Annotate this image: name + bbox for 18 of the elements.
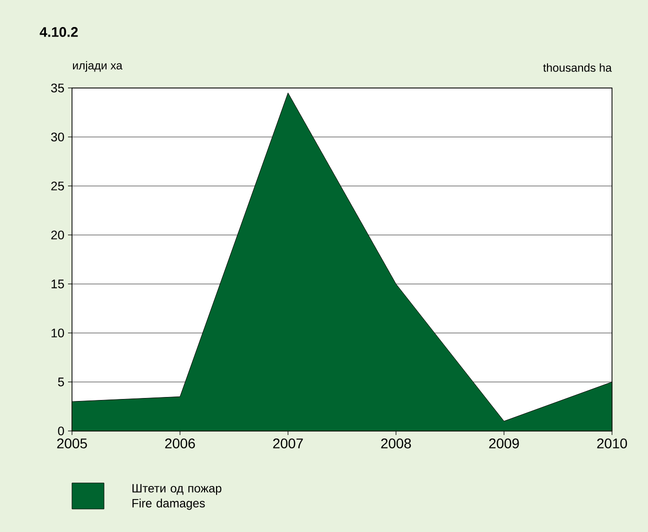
y-tick-label: 0 — [58, 426, 64, 436]
y-tick-label: 30 — [51, 132, 64, 142]
text: илјади ха — [73, 61, 122, 72]
y-tick-label: 5 — [58, 378, 64, 386]
legend-label: Штети од пожар Fire damages — [132, 484, 222, 510]
x-tick-label: 2006 — [165, 438, 195, 448]
y-tick-label: 35 — [51, 84, 64, 92]
y-tick-label: 15 — [52, 280, 64, 288]
text: thousands ha — [543, 63, 612, 72]
x-tick-label: 2005 — [57, 438, 87, 448]
x-tick-label: 2007 — [273, 438, 303, 448]
y-tick-label: 10 — [52, 328, 64, 338]
y-tick-label: 20 — [51, 230, 64, 240]
chart-title: 4.10.2 — [40, 27, 78, 37]
y-tick-label: 25 — [51, 182, 64, 190]
x-tick-label: 2009 — [489, 438, 519, 448]
x-tick-label: 2008 — [381, 438, 411, 448]
x-tick-label: 2010 — [597, 438, 627, 448]
